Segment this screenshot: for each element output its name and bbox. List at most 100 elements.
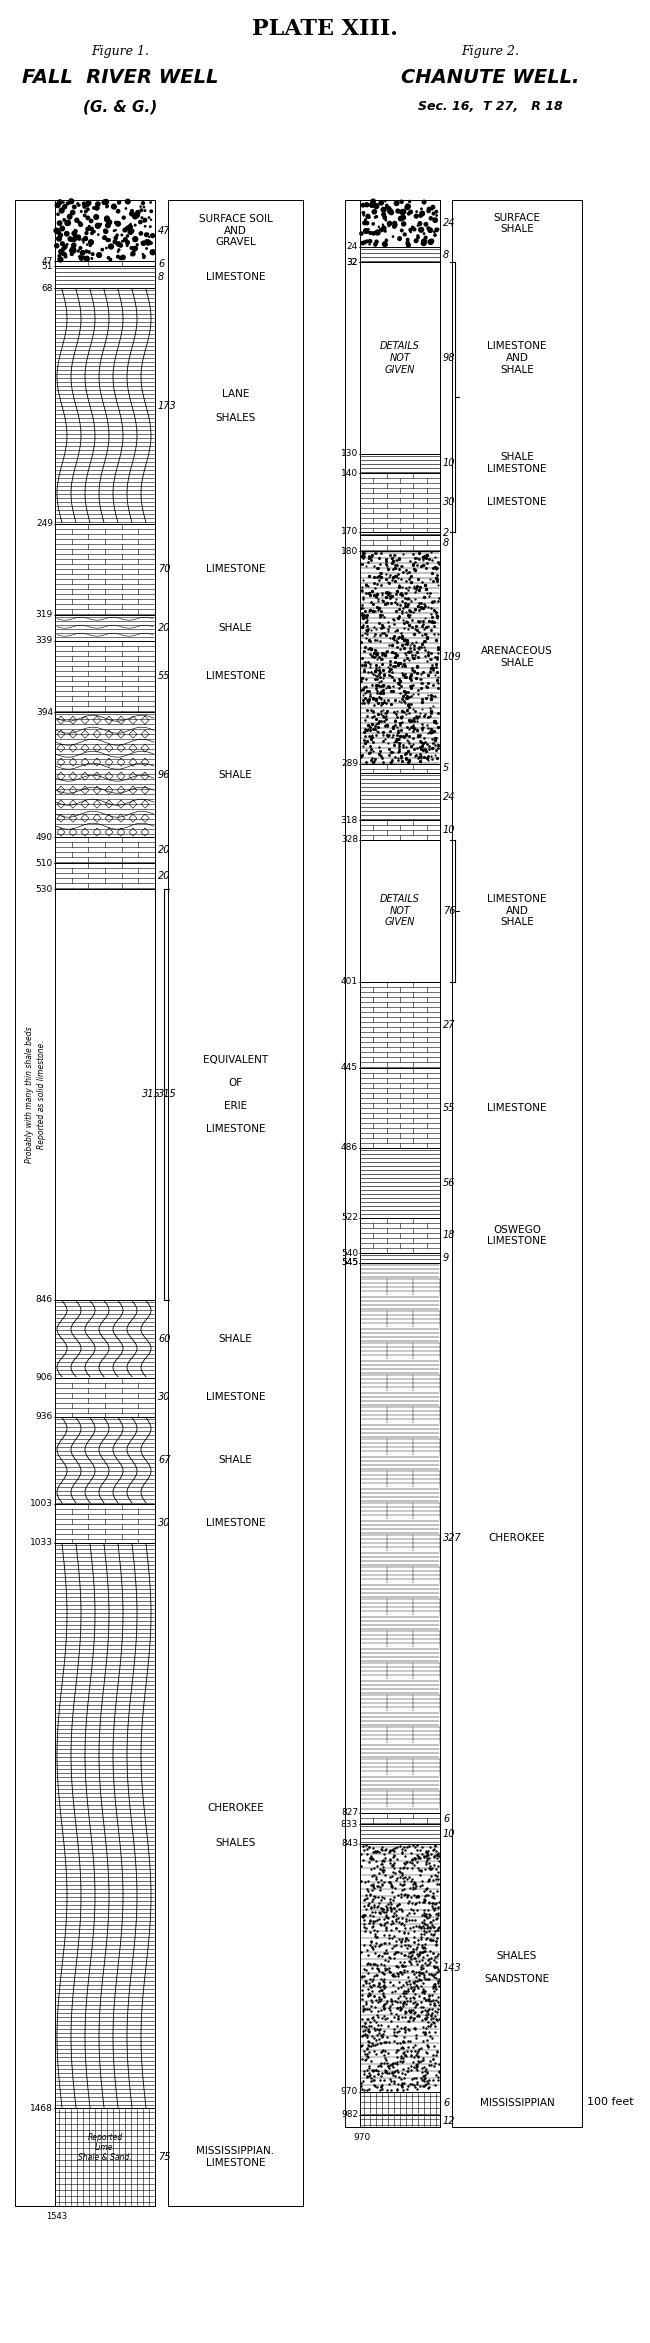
Circle shape xyxy=(369,232,372,234)
Text: 143: 143 xyxy=(443,1963,461,1973)
Bar xyxy=(55,1300,155,1378)
Circle shape xyxy=(369,239,372,244)
Circle shape xyxy=(116,241,120,246)
Text: SHALE: SHALE xyxy=(218,1455,252,1464)
Circle shape xyxy=(90,227,94,230)
Circle shape xyxy=(84,211,87,213)
Circle shape xyxy=(419,227,424,232)
Text: 47: 47 xyxy=(42,258,53,265)
Circle shape xyxy=(74,230,77,232)
Circle shape xyxy=(362,211,365,213)
Text: DETAILS
NOT
GIVEN: DETAILS NOT GIVEN xyxy=(380,342,420,375)
Text: 51: 51 xyxy=(42,262,53,272)
Circle shape xyxy=(94,216,99,220)
Circle shape xyxy=(97,253,101,258)
Circle shape xyxy=(69,199,73,204)
Circle shape xyxy=(130,246,133,248)
Circle shape xyxy=(145,239,150,244)
Circle shape xyxy=(58,234,62,237)
Bar xyxy=(168,199,303,2205)
Text: 8: 8 xyxy=(158,272,164,284)
Circle shape xyxy=(139,232,142,234)
Circle shape xyxy=(142,201,144,204)
Bar xyxy=(55,1418,155,1504)
Text: 318: 318 xyxy=(341,815,358,825)
Circle shape xyxy=(109,258,112,260)
Text: Figure 1.: Figure 1. xyxy=(91,45,149,59)
Circle shape xyxy=(96,201,100,206)
Circle shape xyxy=(58,248,63,253)
Text: 315: 315 xyxy=(142,1089,161,1099)
Circle shape xyxy=(141,241,146,246)
Text: 1543: 1543 xyxy=(46,2212,68,2221)
Circle shape xyxy=(371,199,375,204)
Circle shape xyxy=(427,209,430,213)
Circle shape xyxy=(389,211,393,216)
Text: 445: 445 xyxy=(341,1064,358,1073)
Circle shape xyxy=(427,227,430,230)
Text: 8: 8 xyxy=(443,539,449,548)
Text: MISSISSIPPIAN.
LIMESTONE: MISSISSIPPIAN. LIMESTONE xyxy=(196,2146,274,2167)
Circle shape xyxy=(83,237,88,241)
Bar xyxy=(345,199,440,2127)
Text: 401: 401 xyxy=(341,977,358,986)
Text: 936: 936 xyxy=(36,1413,53,1422)
Circle shape xyxy=(422,239,426,244)
Circle shape xyxy=(382,241,387,246)
Circle shape xyxy=(128,225,133,230)
Circle shape xyxy=(151,234,155,237)
Circle shape xyxy=(58,258,63,262)
Circle shape xyxy=(114,220,118,225)
Text: MISSISSIPPIAN: MISSISSIPPIAN xyxy=(480,2099,554,2109)
Circle shape xyxy=(428,227,432,232)
Bar xyxy=(55,267,155,288)
Bar xyxy=(360,1254,440,1263)
Circle shape xyxy=(124,239,127,241)
Circle shape xyxy=(411,227,414,230)
Circle shape xyxy=(82,239,85,241)
Bar xyxy=(360,1844,440,2092)
Bar xyxy=(360,2092,440,2116)
Circle shape xyxy=(122,216,125,220)
Circle shape xyxy=(388,209,393,213)
Circle shape xyxy=(400,211,404,213)
Text: SHALE: SHALE xyxy=(218,1333,252,1345)
Bar xyxy=(15,199,155,2205)
Bar xyxy=(360,199,440,246)
Circle shape xyxy=(383,216,386,220)
Circle shape xyxy=(96,223,100,227)
Text: 1468: 1468 xyxy=(30,2104,53,2113)
Circle shape xyxy=(102,201,106,204)
Circle shape xyxy=(401,209,406,213)
Circle shape xyxy=(134,213,138,218)
Text: 60: 60 xyxy=(158,1333,170,1345)
Circle shape xyxy=(119,244,122,246)
Bar xyxy=(360,839,440,982)
Text: 32: 32 xyxy=(346,258,358,267)
Circle shape xyxy=(54,227,59,232)
Text: 24: 24 xyxy=(443,792,456,801)
Bar xyxy=(360,551,440,764)
Text: 56: 56 xyxy=(443,1179,456,1188)
Text: 100 feet: 100 feet xyxy=(587,2097,634,2106)
Text: 20: 20 xyxy=(158,872,170,881)
Circle shape xyxy=(62,204,67,209)
Bar xyxy=(55,614,155,640)
Text: 30: 30 xyxy=(158,1392,170,1403)
Circle shape xyxy=(134,216,136,218)
Bar xyxy=(360,532,440,537)
Circle shape xyxy=(83,201,85,206)
Circle shape xyxy=(84,255,89,260)
Circle shape xyxy=(422,239,426,244)
Circle shape xyxy=(404,232,406,237)
Text: 394: 394 xyxy=(36,708,53,717)
Circle shape xyxy=(63,218,66,220)
Circle shape xyxy=(406,244,410,246)
Text: 319: 319 xyxy=(36,609,53,619)
Text: LIMESTONE: LIMESTONE xyxy=(206,565,265,574)
Circle shape xyxy=(433,218,437,223)
Text: SHALE: SHALE xyxy=(218,769,252,780)
Text: Lime.: Lime. xyxy=(94,2144,116,2151)
Circle shape xyxy=(60,227,64,232)
Circle shape xyxy=(55,204,60,209)
